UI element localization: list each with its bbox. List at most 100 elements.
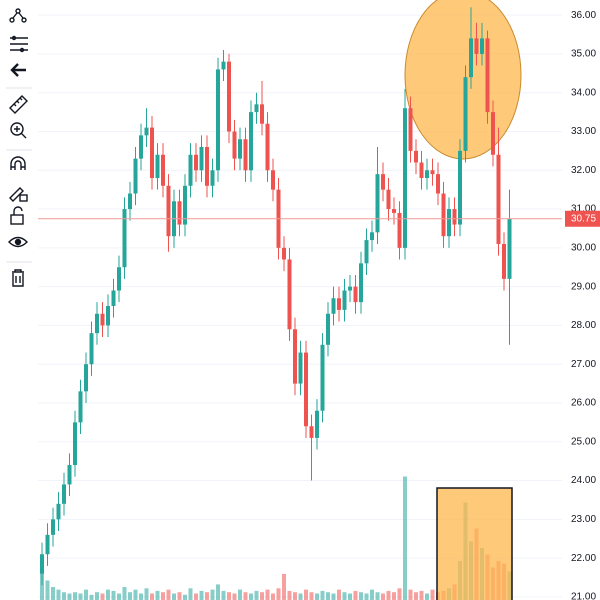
candle-body (315, 410, 319, 438)
volume-bar (166, 589, 171, 600)
candle-body (353, 286, 358, 303)
candle-body (177, 201, 182, 225)
candle-body (128, 193, 132, 210)
volume-bar (95, 592, 99, 600)
candle-body (364, 240, 369, 264)
candle-body (254, 104, 259, 113)
rectangle-annotation (436, 487, 513, 600)
lock-drawing-icon[interactable] (9, 187, 28, 202)
volume-bar (381, 593, 385, 600)
candle-body (243, 139, 248, 171)
volume-bar (84, 589, 88, 600)
volume-bar (172, 593, 176, 600)
volume-bar (78, 593, 83, 600)
volume-bar (403, 476, 407, 600)
y-tick-label: 32.00 (571, 165, 596, 176)
volume-bar (254, 590, 259, 600)
candle-body (485, 38, 490, 113)
volume-bar (67, 593, 72, 600)
volume-bar (326, 592, 330, 600)
y-tick-label: 26.00 (571, 398, 596, 409)
candle-body (155, 154, 160, 179)
candle-body (436, 174, 440, 194)
candle-body (403, 108, 407, 248)
trash-icon[interactable] (12, 269, 24, 287)
candle-body (166, 185, 171, 237)
candle-body (469, 38, 473, 78)
candle-body (100, 313, 105, 326)
volume-bar (414, 592, 418, 600)
candle-body (463, 77, 468, 151)
candle-body (111, 290, 116, 307)
volume-bar (397, 588, 402, 600)
volume-bar (249, 593, 253, 600)
volume-bar (221, 590, 226, 600)
candle-body (161, 154, 165, 186)
volume-bar (353, 590, 358, 600)
y-tick-label: 30.00 (571, 242, 596, 253)
volume-bar (342, 592, 347, 600)
circle-annotation (404, 0, 522, 160)
candle-body (221, 61, 226, 70)
volume-bar (128, 592, 132, 600)
y-tick-label: 36.00 (571, 10, 596, 21)
y-tick-label: 24.00 (571, 475, 596, 486)
candle-body (227, 61, 231, 132)
volume-bar (320, 590, 325, 600)
candle-body (375, 174, 380, 233)
volume-bar (271, 593, 275, 600)
candle-body (84, 364, 88, 392)
lock-icon[interactable] (10, 206, 24, 225)
candle-body (73, 422, 77, 466)
price-axis: 21.00 22.00 23.00 24.00 25.00 26.00 27.00 28.00… (565, 10, 600, 600)
candle-body (480, 38, 484, 54)
volume-bar (199, 590, 204, 600)
volume-bar (155, 590, 160, 600)
volume-bar (298, 593, 303, 600)
candle-body (419, 162, 424, 179)
y-tick-label: 29.00 (571, 281, 596, 292)
back-icon[interactable] (10, 63, 26, 77)
volume-bar (282, 574, 286, 600)
trend-tool-icon[interactable] (9, 8, 27, 23)
last-price-tag (565, 210, 600, 227)
y-tick-label: 27.00 (571, 359, 596, 370)
volume-bar (243, 592, 248, 600)
toolbar (6, 8, 32, 287)
candle-body (408, 108, 413, 151)
volume-bar (408, 589, 413, 600)
ruler-icon[interactable] (9, 95, 28, 114)
y-tick-label: 31.00 (571, 204, 596, 215)
candle-body (304, 352, 308, 427)
y-tick-label: 35.00 (571, 49, 596, 60)
candle-body (425, 170, 429, 179)
candle-body (45, 534, 50, 555)
candle-body (216, 69, 220, 171)
candle-body (331, 298, 336, 314)
volume-bar (89, 594, 94, 600)
y-tick-label: 22.00 (571, 553, 596, 564)
y-tick-label: 25.00 (571, 436, 596, 447)
y-tick-label: 21.00 (571, 592, 596, 600)
candle-body (150, 127, 154, 179)
fib-tool-icon[interactable] (10, 35, 28, 53)
volume-bar (238, 589, 242, 600)
candle-body (414, 150, 418, 163)
volume-bar (51, 587, 55, 600)
candle-body (78, 391, 83, 423)
zoom-icon[interactable] (10, 122, 27, 139)
candle-body (205, 146, 209, 186)
visibility-icon[interactable] (8, 236, 28, 248)
y-tick-label: 33.00 (571, 126, 596, 137)
volume-bar (177, 592, 182, 600)
candle-body (397, 212, 402, 248)
candle-body (293, 329, 297, 384)
y-tick-label: 23.00 (571, 514, 596, 525)
volume-bar (117, 593, 121, 600)
candle-body (502, 243, 506, 279)
magnet-icon[interactable] (10, 156, 26, 170)
candle-body (210, 170, 215, 186)
volume-bar (161, 592, 165, 600)
candle-body (238, 139, 242, 159)
candle-body (386, 189, 391, 210)
